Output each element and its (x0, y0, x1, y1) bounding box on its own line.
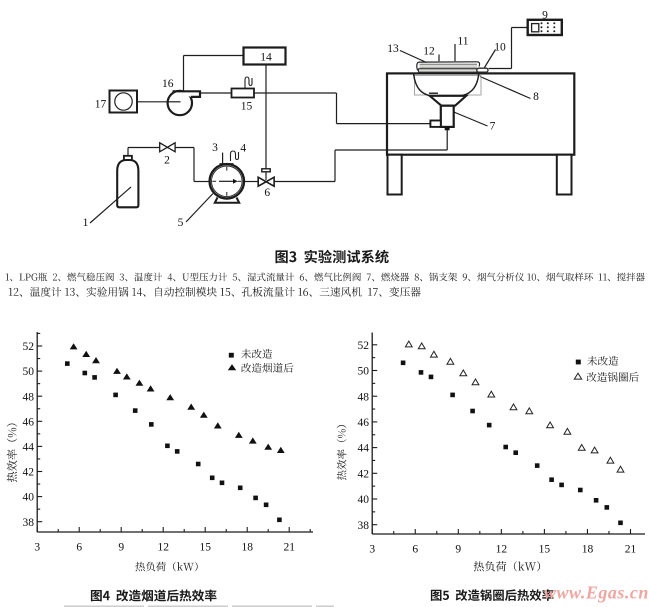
svg-text:52: 52 (358, 340, 370, 352)
svg-text:3: 3 (34, 542, 40, 554)
svg-text:21: 21 (625, 544, 637, 556)
svg-text:7: 7 (490, 121, 496, 133)
svg-text:50: 50 (23, 366, 35, 378)
svg-text:3: 3 (369, 544, 375, 556)
svg-text:18: 18 (582, 544, 594, 556)
svg-text:17: 17 (95, 99, 107, 111)
svg-text:16: 16 (162, 78, 174, 90)
svg-text:48: 48 (358, 391, 370, 403)
svg-text:12: 12 (496, 544, 508, 556)
svg-text:15: 15 (241, 101, 253, 113)
svg-text:9: 9 (542, 10, 548, 22)
svg-text:www.Egas.cn: www.Egas.cn (544, 583, 649, 603)
svg-text:10: 10 (494, 42, 506, 54)
svg-text:9: 9 (118, 542, 124, 554)
svg-text:13: 13 (387, 43, 399, 55)
svg-text:21: 21 (283, 542, 295, 554)
svg-text:12: 12 (157, 542, 169, 554)
svg-text:14: 14 (260, 52, 272, 64)
svg-text:42: 42 (23, 467, 35, 479)
svg-text:4: 4 (240, 143, 246, 155)
svg-text:6: 6 (412, 544, 418, 556)
svg-text:42: 42 (358, 468, 370, 480)
svg-text:11: 11 (457, 36, 468, 48)
svg-text:6: 6 (76, 542, 82, 554)
svg-text:46: 46 (358, 417, 370, 429)
svg-text:18: 18 (241, 542, 253, 554)
svg-text:3: 3 (212, 142, 218, 154)
svg-text:44: 44 (358, 443, 370, 455)
svg-text:40: 40 (23, 492, 35, 504)
svg-text:40: 40 (358, 494, 370, 506)
svg-text:46: 46 (23, 416, 35, 428)
svg-text:52: 52 (23, 341, 35, 353)
svg-text:5: 5 (178, 217, 184, 229)
svg-text:44: 44 (23, 442, 35, 454)
svg-text:9: 9 (455, 544, 461, 556)
svg-text:2: 2 (164, 155, 170, 167)
svg-text:38: 38 (23, 517, 35, 529)
svg-text:6: 6 (264, 187, 270, 199)
svg-text:15: 15 (199, 542, 211, 554)
svg-text:1: 1 (83, 217, 89, 229)
svg-text:38: 38 (358, 520, 370, 532)
svg-text:12: 12 (423, 46, 435, 58)
svg-text:15: 15 (539, 544, 551, 556)
svg-text:8: 8 (533, 91, 539, 103)
svg-text:50: 50 (358, 366, 370, 378)
svg-text:48: 48 (23, 391, 35, 403)
